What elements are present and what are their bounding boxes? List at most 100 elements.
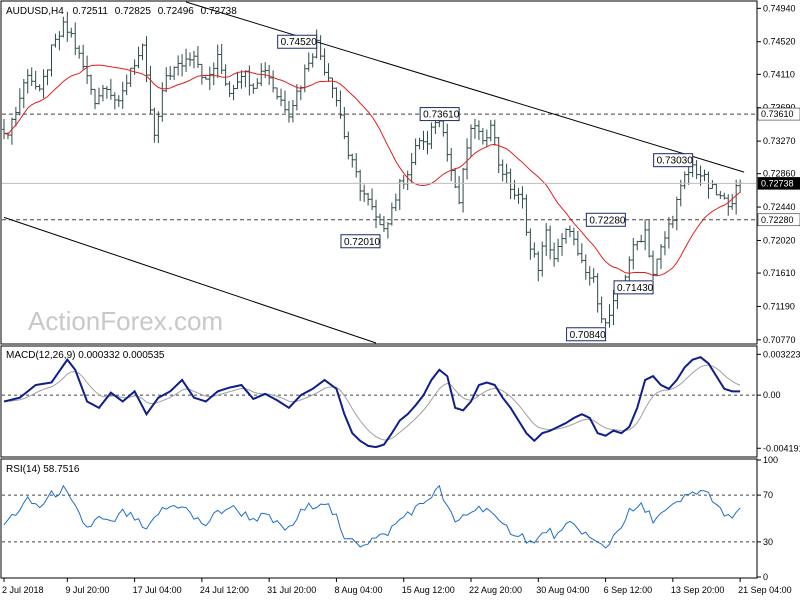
ohlc-bar: [686, 166, 691, 185]
price-annotation: 0.70840: [566, 327, 606, 342]
ohlc-bar: [655, 258, 660, 276]
time-axis-label: 24 Jul 12:00: [200, 585, 249, 595]
ohlc-bar: [631, 237, 636, 270]
macd-axis-label: 0.00: [763, 390, 781, 400]
ohlc-bar: [21, 78, 26, 109]
ohlc-bar: [377, 213, 382, 226]
ohlc-bar: [718, 190, 723, 199]
ohlc-bar: [734, 179, 739, 215]
ohlc-bar: [453, 167, 458, 189]
price-axis-label: 0.70770: [763, 335, 796, 345]
ohlc-bar: [128, 67, 133, 87]
ohlc-bar: [223, 64, 228, 87]
price-axis-label: 0.74940: [763, 3, 796, 13]
ohlc-bar: [567, 225, 572, 238]
ohlc-bar: [540, 241, 545, 277]
ohlc-bar: [496, 136, 501, 174]
ohlc-bar: [112, 92, 117, 110]
rsi-axis-label: 30: [763, 537, 773, 547]
ohlc-bar: [575, 230, 580, 256]
ohlc-bar: [188, 52, 193, 67]
ohlc-bar: [583, 254, 588, 280]
time-axis-label: 22 Aug 20:00: [469, 585, 522, 595]
price-axis-label: 0.73690: [763, 103, 796, 113]
ohlc-bar: [239, 70, 244, 89]
ohlc-bar: [172, 66, 177, 80]
ohlc-bar: [694, 159, 699, 180]
ohlc-bar: [643, 219, 648, 251]
price-layer: 0.74520 0.73610 0.72010 0.73030 0.72280 0.714…: [2, 1, 756, 344]
ohlc-bar: [421, 130, 426, 150]
ohlc-bar: [61, 16, 66, 38]
ohlc-bar: [433, 119, 438, 135]
price-annotation-label: 0.71430: [617, 283, 654, 294]
ohlc-bar: [144, 36, 149, 83]
ohlc-bar: [662, 231, 667, 256]
price-annotation-box: [419, 107, 460, 122]
ohlc-bar: [587, 266, 592, 286]
ohlc-bar: [286, 100, 291, 123]
price-annotation-label: 0.72010: [344, 237, 381, 248]
ohlc-bar: [263, 62, 268, 79]
ohlc-bar: [536, 251, 541, 282]
time-axis-label: 17 Jul 04:00: [133, 585, 182, 595]
ohlc-bar: [544, 222, 549, 256]
price-annotation-label: 0.73030: [657, 156, 694, 167]
ohlc-bar: [552, 242, 557, 267]
ohlc-bar: [13, 106, 18, 127]
price-axis-label: 0.71190: [763, 301, 795, 311]
rsi-line: [3, 484, 741, 549]
ohlc-bar: [599, 296, 604, 324]
macd-panel-frame: [0, 345, 758, 458]
ohlc-bar: [682, 171, 687, 190]
ohlc-bar: [326, 63, 331, 82]
ohlc-bar: [548, 225, 553, 260]
ohlc-bar: [670, 215, 675, 229]
ohlc-bar: [116, 95, 121, 107]
ohlc-bar: [409, 152, 414, 183]
ohlc-bar: [354, 152, 359, 178]
price-axis-label: 0.74520: [763, 37, 796, 47]
macd-main-line: [3, 356, 741, 449]
ohlc-bar: [69, 27, 74, 38]
ohlc-bar: [666, 216, 671, 249]
rsi-axis-label: 100: [763, 455, 778, 465]
ohlc-bar: [136, 46, 141, 69]
ohlc-bar: [207, 66, 212, 91]
level-axis-label-box: [757, 107, 800, 121]
ohlc-bar: [306, 52, 311, 72]
ohlc-bar: [488, 119, 493, 142]
ohlc-bar: [366, 192, 371, 206]
ohlc-bar: [722, 192, 727, 200]
ohlc-bar: [445, 123, 450, 162]
price-annotation-box: [613, 280, 654, 295]
price-annotation: 0.72280: [585, 212, 626, 227]
price-panel-title: AUDUSD,H4 0.72511 0.72825 0.72496 0.7273…: [6, 6, 237, 17]
ohlc-bar: [17, 88, 22, 116]
price-annotation: 0.72010: [340, 234, 381, 249]
price-annotation: 0.73030: [653, 153, 694, 168]
ohlc-bar: [393, 193, 398, 212]
ohlc-bar: [556, 238, 561, 263]
price-annotation-box: [277, 34, 318, 49]
ohlc-bar: [476, 120, 481, 141]
ohlc-bar: [211, 62, 216, 86]
price-annotation: 0.73610: [419, 107, 460, 122]
price-axis-label: 0.71610: [763, 268, 796, 278]
price-annotation-label: 0.73610: [423, 110, 460, 121]
ohlc-bar: [9, 117, 14, 145]
time-axis-label: 31 Jul 20:00: [267, 585, 316, 595]
ohlc-bar: [33, 70, 38, 90]
ohlc-bar: [484, 129, 489, 148]
ohlc-bar: [120, 81, 125, 109]
trendline: [3, 216, 377, 344]
ohlc-bar: [235, 71, 240, 90]
price-axis-label: 0.73270: [763, 136, 796, 146]
ohlc-bar: [480, 128, 485, 145]
ohlc-bar: [635, 240, 640, 251]
ohlc-bar: [100, 85, 105, 102]
ohlc-bar: [520, 186, 525, 209]
ohlc-bar: [89, 74, 94, 95]
ohlc-bar: [457, 175, 462, 205]
time-axis-label: 30 Aug 04:00: [536, 585, 589, 595]
